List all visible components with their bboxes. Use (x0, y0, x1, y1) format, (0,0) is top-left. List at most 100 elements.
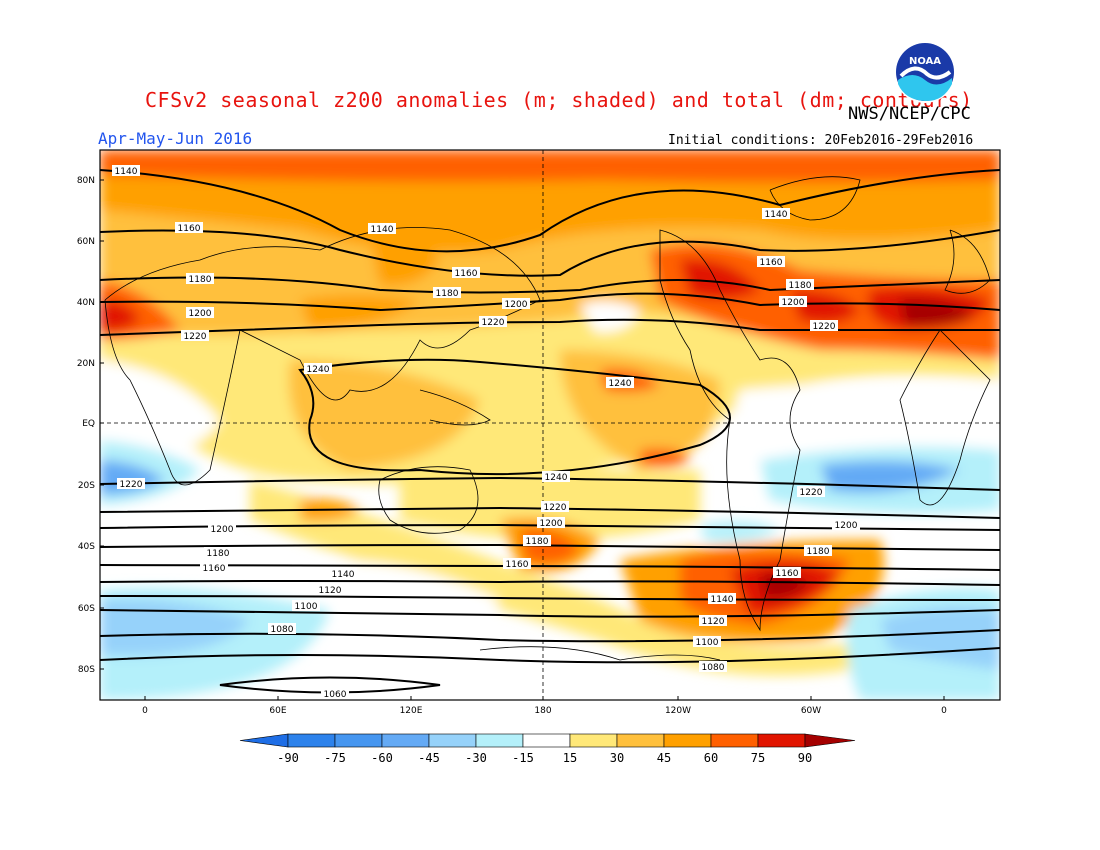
svg-text:1180: 1180 (807, 547, 830, 557)
svg-text:1160: 1160 (455, 269, 478, 279)
contour-label: 1160 (773, 567, 801, 579)
colorbar-label: -45 (418, 751, 440, 765)
logo-text: NOAA (909, 56, 941, 67)
svg-text:1080: 1080 (271, 625, 294, 635)
colorbar-swatch (475, 733, 524, 748)
svg-text:1160: 1160 (178, 224, 201, 234)
colorbar-arrow-low (239, 733, 289, 748)
contour-label: 1240 (304, 363, 332, 375)
lat-label: 80N (77, 176, 95, 186)
colorbar-label: 90 (798, 751, 812, 765)
anomaly-shading (100, 150, 1000, 700)
colorbar-swatches (239, 733, 856, 748)
contour-label: 1200 (502, 298, 530, 310)
contour-label: 1180 (786, 279, 814, 291)
svg-text:1200: 1200 (189, 309, 212, 319)
lat-label: 60N (77, 237, 95, 247)
colorbar-swatch (522, 733, 571, 748)
contour-label: 1120 (316, 584, 344, 596)
grid-lines (100, 150, 1000, 700)
contour-label: 1180 (804, 545, 832, 557)
colorbar-swatch (287, 733, 336, 748)
svg-text:1160: 1160 (506, 560, 529, 570)
colorbar-label: 60 (704, 751, 718, 765)
svg-text:1220: 1220 (482, 318, 505, 328)
colorbar-swatch (334, 733, 383, 748)
svg-text:1200: 1200 (505, 300, 528, 310)
svg-text:1080: 1080 (702, 663, 725, 673)
contour-label: 1200 (779, 296, 807, 308)
colorbar-label: 75 (751, 751, 765, 765)
contour-label: 1120 (699, 615, 727, 627)
colorbar-label: -75 (324, 751, 346, 765)
contour-label: 1180 (523, 535, 551, 547)
season-label: Apr-May-Jun 2016 (98, 129, 253, 148)
lat-label: EQ (82, 419, 95, 429)
contour-label: 1200 (208, 523, 236, 535)
svg-text:1240: 1240 (609, 379, 632, 389)
colorbar-label: -15 (512, 751, 534, 765)
contour-label: 1160 (175, 222, 203, 234)
contour-label: 1180 (186, 273, 214, 285)
contour-label: 1200 (186, 307, 214, 319)
svg-text:1220: 1220 (544, 503, 567, 513)
lon-label: 0 (142, 706, 148, 716)
contour-label: 1200 (832, 519, 860, 531)
svg-text:1180: 1180 (436, 289, 459, 299)
colorbar-swatch (428, 733, 477, 748)
contour-label: 1220 (797, 486, 825, 498)
contour-label: 1220 (810, 320, 838, 332)
contour-label: 1220 (117, 478, 145, 490)
coastlines (104, 176, 991, 661)
svg-text:1220: 1220 (800, 488, 823, 498)
svg-text:1140: 1140 (332, 570, 355, 580)
lat-label: 20N (77, 359, 95, 369)
colorbar-labels: -90 -75 -60 -45 -30 -15 15 30 45 60 75 90 (277, 751, 812, 765)
contour-label: 1100 (693, 636, 721, 648)
svg-text:1180: 1180 (207, 549, 230, 559)
svg-text:1140: 1140 (115, 167, 138, 177)
agency-label: NWS/NCEP/CPC (848, 104, 971, 124)
contour-label: 1240 (542, 471, 570, 483)
contour-label: 1140 (112, 165, 140, 177)
lat-label: 80S (78, 665, 95, 675)
colorbar-label: -60 (371, 751, 393, 765)
contour-label: 1160 (757, 256, 785, 268)
contour-label: 1080 (699, 661, 727, 673)
initial-conditions-label: Initial conditions: 20Feb2016-29Feb2016 (668, 133, 974, 148)
colorbar-swatch (569, 733, 618, 748)
chart-title: CFSv2 seasonal z200 anomalies (m; shaded… (145, 88, 973, 112)
svg-text:1140: 1140 (711, 595, 734, 605)
svg-text:1200: 1200 (540, 519, 563, 529)
svg-text:1160: 1160 (760, 258, 783, 268)
svg-text:1060: 1060 (324, 690, 347, 700)
lon-label: 60W (801, 706, 821, 716)
lat-label: 40N (77, 298, 95, 308)
lat-label: 60S (78, 604, 95, 614)
noaa-logo-icon: NOAA (894, 41, 956, 103)
contour-label: 1140 (762, 208, 790, 220)
svg-text:1180: 1180 (526, 537, 549, 547)
contour-label: 1180 (433, 287, 461, 299)
colorbar-label: 30 (610, 751, 624, 765)
svg-text:1200: 1200 (782, 298, 805, 308)
lon-label: 120E (400, 706, 423, 716)
svg-text:1200: 1200 (211, 525, 234, 535)
colorbar-swatch (616, 733, 665, 748)
lon-label: 120W (665, 706, 691, 716)
colorbar-swatch (757, 733, 806, 748)
colorbar-label: 45 (657, 751, 671, 765)
svg-text:1160: 1160 (776, 569, 799, 579)
lon-label: 60E (269, 706, 286, 716)
longitude-labels: 0 60E 120E 180 120W 60W 0 (142, 696, 947, 716)
contour-label: 1160 (452, 267, 480, 279)
colorbar-swatch (663, 733, 712, 748)
svg-text:1160: 1160 (203, 564, 226, 574)
contour-label: 1100 (292, 600, 320, 612)
contour-label: 1140 (708, 593, 736, 605)
lon-label: 0 (941, 706, 947, 716)
contour-labels: 1140 1140 1140 1160 1160 1160 1180 1180 1180 1200… (112, 165, 860, 700)
contour-label: 1220 (479, 316, 507, 328)
